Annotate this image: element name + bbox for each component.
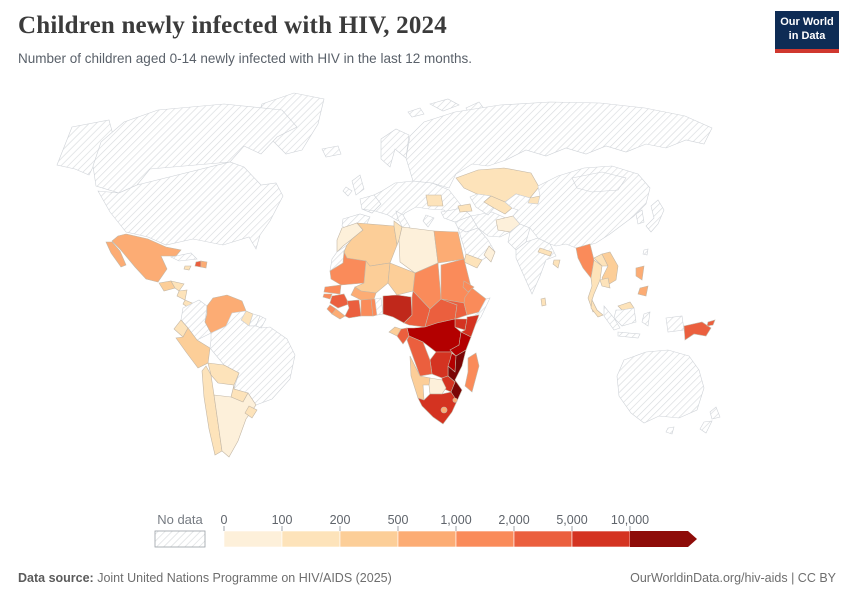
country-niger[interactable] (387, 262, 416, 296)
legend-tick-label: 10,000 (611, 513, 649, 527)
legend-bin-2000[interactable] (513, 530, 573, 548)
world-map (56, 92, 721, 458)
country-gabon[interactable] (388, 326, 402, 337)
country-cambodia[interactable] (599, 277, 611, 289)
page-subtitle: Number of children aged 0-14 newly infec… (18, 51, 472, 66)
country-papua-new-guinea[interactable] (683, 319, 716, 341)
chart-footer: Data source: Joint United Nations Progra… (18, 571, 836, 585)
country-egypt[interactable] (433, 230, 465, 264)
country-vietnam[interactable] (601, 251, 619, 287)
country-argentina[interactable] (213, 392, 257, 458)
legend-tick-label: 5,000 (556, 513, 587, 527)
country-caucasus[interactable] (457, 203, 473, 213)
country-yemen[interactable] (463, 253, 483, 269)
country-guinea[interactable] (329, 293, 350, 309)
country-chile[interactable] (201, 365, 223, 456)
country-cuba[interactable] (170, 252, 198, 262)
page-title: Children newly infected with HIV, 2024 (18, 12, 447, 39)
country-united-kingdom[interactable] (351, 174, 365, 196)
legend-bin-200[interactable] (339, 530, 399, 548)
map-legend: No data 0 100 200 500 1,000 2,000 5,000 10,000 (154, 512, 697, 548)
country-iceland[interactable] (321, 145, 342, 158)
country-australia[interactable] (616, 349, 705, 435)
country-myanmar[interactable] (575, 243, 595, 279)
country-tunisia[interactable] (393, 220, 403, 247)
country-lesotho[interactable] (440, 406, 448, 414)
owid-attribution-link[interactable]: OurWorldinData.org/hiv-aids | CC BY (630, 571, 836, 585)
country-angola[interactable] (406, 335, 433, 377)
country-bangladesh[interactable] (552, 259, 561, 269)
legend-bin-10000-plus-arrow[interactable] (630, 531, 697, 547)
country-mongolia[interactable] (571, 171, 627, 193)
data-source-note[interactable]: Data source: Joint United Nations Progra… (18, 571, 392, 585)
country-madagascar[interactable] (464, 352, 480, 393)
legend-tick-label: 100 (272, 513, 293, 527)
country-liberia[interactable] (331, 308, 346, 320)
legend-bin-0[interactable] (223, 530, 283, 548)
country-philippines[interactable] (635, 265, 649, 297)
country-nigeria[interactable] (382, 294, 413, 324)
country-ireland[interactable] (342, 186, 353, 197)
country-united-states[interactable] (97, 161, 284, 250)
country-taiwan[interactable] (642, 248, 649, 256)
country-congo-brazzaville[interactable] (396, 327, 410, 345)
country-mexico[interactable] (105, 233, 182, 283)
country-korea[interactable] (635, 209, 645, 225)
data-source-text: Joint United Nations Programme on HIV/AI… (93, 571, 392, 585)
legend-tick-label: 2,000 (498, 513, 529, 527)
country-jamaica[interactable] (183, 265, 192, 271)
country-dominican-republic[interactable] (200, 260, 208, 269)
country-sri-lanka[interactable] (540, 297, 547, 307)
legend-bin-1000[interactable] (455, 530, 515, 548)
legend-no-data-label: No data (157, 512, 203, 527)
country-scandinavia[interactable] (380, 128, 410, 168)
country-senegal[interactable] (323, 284, 342, 295)
country-greece[interactable] (422, 214, 435, 228)
legend-bin-100[interactable] (281, 530, 341, 548)
owid-logo-line2: in Data (788, 30, 826, 42)
legend-no-data-swatch[interactable] (154, 530, 206, 548)
country-haiti[interactable] (194, 260, 202, 268)
country-nepal[interactable] (537, 247, 553, 257)
country-new-zealand[interactable] (699, 406, 721, 434)
country-south-sudan[interactable] (440, 298, 468, 320)
legend-bin-5000[interactable] (571, 530, 631, 548)
country-indonesia[interactable] (603, 305, 685, 339)
country-japan[interactable] (645, 199, 665, 233)
legend-bin-500[interactable] (397, 530, 457, 548)
country-cote-divoire[interactable] (344, 299, 362, 319)
owid-logo-line1: Our World (780, 16, 834, 29)
legend-tick-label: 1,000 (440, 513, 471, 527)
country-russia[interactable] (405, 101, 713, 189)
country-canada[interactable] (92, 103, 298, 194)
legend-tick-label: 0 (221, 513, 228, 527)
legend-tick-label: 500 (388, 513, 409, 527)
country-eswatini[interactable] (452, 397, 458, 403)
country-guinea-bissau[interactable] (322, 293, 333, 300)
country-uruguay[interactable] (244, 405, 258, 419)
country-india[interactable] (515, 237, 557, 295)
legend-tick-label: 200 (330, 513, 351, 527)
country-cameroon[interactable] (403, 290, 431, 328)
data-source-label: Data source: (18, 571, 94, 585)
country-romania[interactable] (425, 194, 444, 207)
country-namibia[interactable] (409, 355, 431, 401)
country-nicaragua[interactable] (176, 289, 188, 301)
owid-logo[interactable]: Our World in Data (775, 11, 839, 53)
country-oman[interactable] (483, 245, 496, 263)
